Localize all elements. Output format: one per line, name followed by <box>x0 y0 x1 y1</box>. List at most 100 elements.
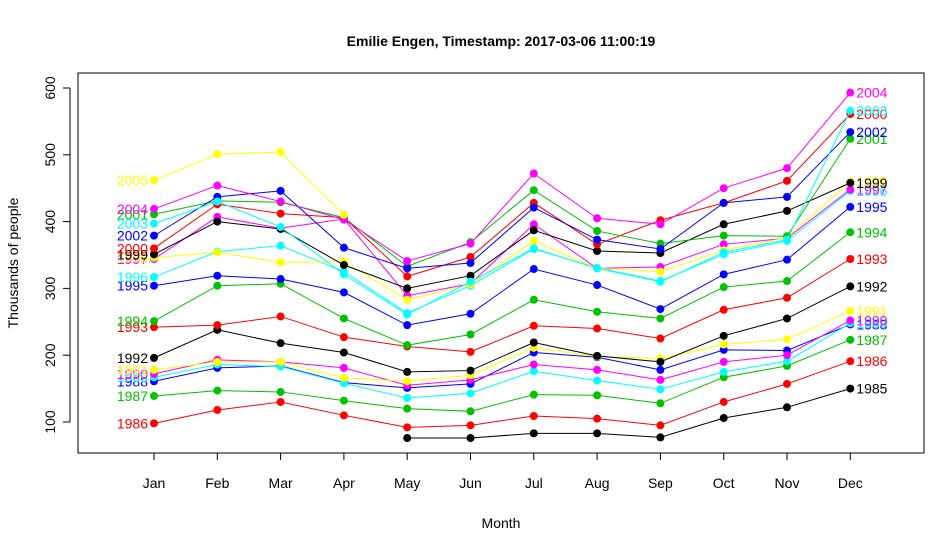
data-point <box>529 429 538 438</box>
data-point <box>466 389 475 398</box>
series-line <box>153 113 851 277</box>
series-label-right: 1996 <box>856 183 887 199</box>
data-point <box>150 231 158 240</box>
data-point <box>150 219 158 228</box>
data-point <box>276 387 285 396</box>
data-point <box>466 347 475 356</box>
data-point <box>719 184 728 193</box>
data-point <box>846 357 855 366</box>
chart-title: Emilie Engen, Timestamp: 2017-03-06 11:0… <box>347 33 656 49</box>
y-tick-label: 400 <box>42 210 58 234</box>
series-group: 1985198619861987198719881988198919891990… <box>117 85 888 443</box>
data-point <box>466 277 475 286</box>
series-label-right: 2004 <box>856 85 887 101</box>
x-tick-label: Mar <box>269 475 293 491</box>
data-point <box>403 295 412 304</box>
data-point <box>276 275 285 284</box>
data-point <box>656 399 665 408</box>
data-point <box>213 386 222 395</box>
x-tick-label: Aug <box>585 475 610 491</box>
data-point <box>783 255 791 264</box>
data-point <box>656 385 665 394</box>
data-point <box>529 411 538 420</box>
series-label-right: 2001 <box>856 131 887 147</box>
x-tick-label: Nov <box>775 475 800 491</box>
data-point <box>213 281 222 290</box>
data-point <box>783 192 791 201</box>
data-point <box>529 169 538 178</box>
data-point <box>466 271 475 280</box>
data-point <box>403 284 412 293</box>
data-point <box>783 335 791 344</box>
data-point <box>466 309 475 318</box>
data-point <box>783 357 791 366</box>
data-point <box>529 186 538 195</box>
data-point <box>150 419 158 428</box>
data-point <box>783 176 791 185</box>
series-label-right: 1999 <box>856 175 887 191</box>
data-point <box>150 323 158 332</box>
data-point <box>846 128 855 137</box>
series-label-left: 1989 <box>117 369 148 385</box>
data-point <box>150 204 158 213</box>
data-point <box>213 271 222 280</box>
series-label-left: 1993 <box>117 319 148 335</box>
series-1998: 1998 1998 <box>117 174 888 304</box>
series-line <box>153 190 851 314</box>
y-axis: 100 200 300 400 500 600 <box>42 76 71 434</box>
series-line <box>153 322 851 399</box>
series-label-left: 1992 <box>117 350 148 366</box>
series-label-left: 1986 <box>117 415 148 431</box>
data-point <box>656 421 665 430</box>
data-point <box>466 253 475 262</box>
series-label-right: 2002 <box>856 124 887 140</box>
y-tick-label: 500 <box>42 143 58 167</box>
data-point <box>339 348 348 357</box>
data-point <box>150 317 158 326</box>
series-label-left: 1988 <box>117 373 148 389</box>
series-label-right: 1993 <box>856 251 887 267</box>
series-label-right: 1989 <box>856 315 887 331</box>
data-point <box>529 236 538 245</box>
data-point <box>466 366 475 375</box>
data-point <box>593 264 602 273</box>
data-point <box>719 240 728 249</box>
data-point <box>593 307 602 316</box>
series-line <box>153 182 851 289</box>
data-point <box>529 265 538 274</box>
data-point <box>656 433 665 442</box>
series-label-right: 1990 <box>856 312 887 328</box>
series-line <box>153 310 851 382</box>
series-label-left: 1994 <box>117 313 148 329</box>
series-line <box>153 339 851 412</box>
data-point <box>403 367 412 376</box>
data-point <box>783 206 791 215</box>
series-line <box>153 181 851 301</box>
data-point <box>276 312 285 321</box>
series-label-right: 1997 <box>856 182 887 198</box>
x-tick-label: Jun <box>459 475 482 491</box>
series-1993: 1993 1993 <box>117 251 888 356</box>
data-point <box>339 288 348 297</box>
data-point <box>593 429 602 438</box>
data-point <box>150 273 158 282</box>
data-point <box>276 222 285 231</box>
data-point <box>213 197 222 206</box>
data-point <box>656 334 665 343</box>
data-point <box>529 367 538 376</box>
series-label-left: 2002 <box>117 228 148 244</box>
data-point <box>719 220 728 229</box>
data-point <box>213 405 222 414</box>
data-point <box>466 330 475 339</box>
data-point <box>276 397 285 406</box>
data-point <box>213 248 222 257</box>
series-1991: 1991 1991 <box>117 303 888 386</box>
data-point <box>783 235 791 244</box>
data-point <box>846 178 855 187</box>
series-line <box>153 360 851 428</box>
data-point <box>403 310 412 319</box>
series-label-left: 1996 <box>117 269 148 285</box>
series-line <box>153 151 345 216</box>
data-point <box>276 148 285 157</box>
series-label-left: 1999 <box>117 246 148 262</box>
